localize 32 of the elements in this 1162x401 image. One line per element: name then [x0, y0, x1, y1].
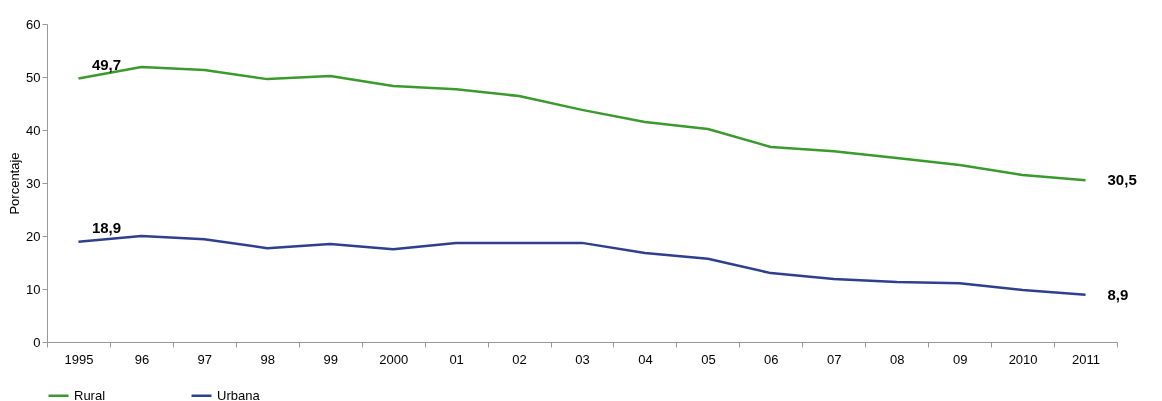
x-tick-label: 97 [197, 351, 213, 367]
data-label: 49,7 [91, 55, 122, 73]
y-tick-label: 20 [26, 228, 41, 244]
y-tick-label: 10 [26, 281, 41, 297]
y-tick-label: 30 [26, 175, 41, 191]
x-tick-label: 02 [512, 351, 527, 367]
y-tick-label: 60 [26, 16, 41, 32]
x-tick-label: 2011 [1072, 351, 1101, 367]
x-tick-label: 98 [260, 351, 276, 367]
legend-label: Rural [74, 387, 106, 401]
data-label: 30,5 [1107, 171, 1137, 189]
x-tick-label: 06 [764, 351, 779, 367]
x-tick-label: 07 [827, 351, 842, 367]
x-tick-label: 96 [134, 351, 150, 367]
y-axis-title: Porcentaje [7, 152, 23, 215]
x-tick-label: 01 [449, 351, 464, 367]
x-tick-label: 03 [575, 351, 590, 367]
x-tick-label: 2010 [1008, 351, 1038, 367]
y-tick-label: 40 [26, 122, 41, 138]
x-tick-label: 05 [701, 351, 716, 367]
x-tick-label: 1995 [64, 351, 94, 367]
data-label: 18,9 [91, 218, 122, 236]
x-tick-label: 08 [889, 351, 905, 367]
y-tick-label: 50 [26, 69, 41, 85]
x-tick-label: 99 [323, 351, 338, 367]
legend-label: Urbana [217, 387, 261, 401]
line-series [77, 234, 1087, 297]
x-tick-label: 04 [638, 351, 653, 367]
y-tick-label: 0 [33, 334, 41, 350]
x-tick-label: 09 [952, 351, 968, 367]
data-label: 8,9 [1107, 285, 1129, 303]
x-tick-label: 2000 [379, 351, 409, 367]
